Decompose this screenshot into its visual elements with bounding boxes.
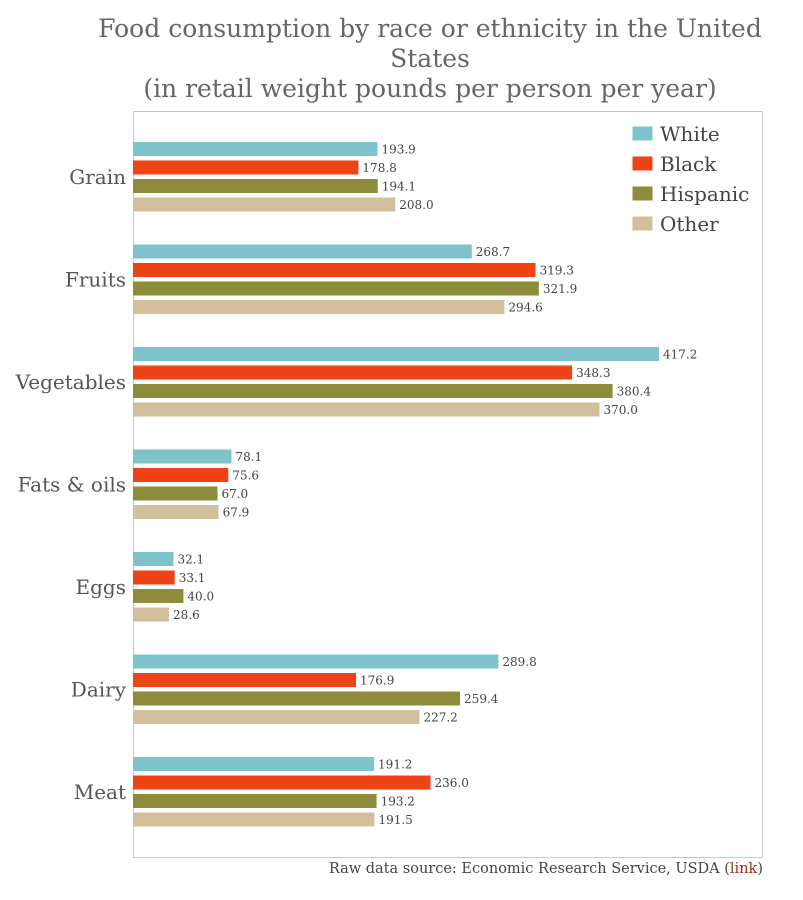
plot-frame [133, 111, 763, 858]
data-label: 40.0 [187, 590, 214, 604]
bar [133, 691, 461, 706]
source-link[interactable]: link [729, 861, 758, 877]
source-note: Raw data source: Economic Research Servi… [329, 861, 763, 877]
data-label: 78.1 [235, 450, 262, 464]
bar [133, 244, 472, 259]
data-label: 319.3 [540, 264, 574, 278]
bar [133, 179, 378, 193]
bar [133, 449, 232, 464]
bar [133, 281, 539, 296]
bar [133, 607, 170, 622]
legend-label: White [660, 122, 720, 146]
bar [133, 142, 378, 156]
data-label: 33.1 [179, 571, 206, 585]
data-label: 268.7 [476, 245, 510, 259]
data-label: 193.2 [381, 795, 415, 809]
data-label: 191.5 [378, 813, 412, 827]
data-label: 191.2 [378, 758, 412, 772]
data-label: 289.8 [502, 655, 536, 669]
legend-label: Black [660, 152, 717, 176]
legend-swatch [631, 155, 654, 172]
bar [133, 589, 184, 603]
data-label: 67.0 [221, 487, 248, 501]
bar [133, 673, 357, 687]
bar [133, 486, 218, 501]
title-line-2: States [390, 44, 470, 73]
data-label: 417.2 [663, 348, 697, 362]
bar [133, 710, 420, 724]
data-label: 370.0 [603, 403, 637, 417]
bar [133, 654, 499, 669]
category-label: Dairy [71, 677, 127, 701]
bar [133, 263, 536, 277]
bar [133, 552, 174, 566]
data-label: 193.9 [381, 143, 415, 157]
category-label: Vegetables [15, 370, 126, 394]
bar [133, 794, 377, 808]
bar [133, 347, 659, 361]
legend-label: Other [660, 212, 719, 236]
bar [133, 505, 219, 519]
legend-swatch [631, 125, 654, 142]
legend-swatch [631, 215, 654, 232]
bar [133, 402, 600, 417]
data-label: 194.1 [382, 180, 416, 194]
data-label: 236.0 [435, 776, 469, 790]
source-text: Raw data source: Economic Research Servi… [328, 861, 730, 877]
data-label: 28.6 [173, 608, 200, 622]
source-close: ) [757, 861, 763, 877]
data-label: 380.4 [617, 385, 652, 399]
data-label: 208.0 [399, 198, 433, 212]
data-label: 75.6 [232, 469, 259, 483]
category-label: Fats & oils [18, 472, 126, 496]
bar [133, 300, 505, 314]
data-label: 294.6 [508, 301, 542, 315]
data-label: 259.4 [464, 692, 499, 706]
data-label: 348.3 [576, 366, 610, 380]
bar [133, 384, 613, 398]
bar [133, 197, 396, 212]
bar [133, 757, 375, 771]
chart-title: Food consumption by race or ethnicity in… [0, 14, 803, 104]
title-line-3: (in retail weight pounds per person per … [143, 74, 717, 103]
category-label: Meat [74, 780, 126, 804]
bar [133, 365, 573, 380]
bar [133, 775, 431, 790]
category-label: Grain [69, 165, 126, 189]
bar [133, 812, 375, 827]
data-label: 178.8 [362, 161, 396, 175]
category-label: Eggs [76, 575, 126, 599]
legend-swatch [631, 185, 654, 202]
category-label: Fruits [65, 267, 126, 291]
title-line-1: Food consumption by race or ethnicity in… [98, 14, 762, 43]
bar [133, 570, 175, 585]
legend-label: Hispanic [660, 182, 749, 206]
data-label: 32.1 [177, 553, 204, 567]
data-label: 176.9 [360, 674, 394, 688]
data-label: 321.9 [543, 282, 577, 296]
data-label: 67.9 [223, 506, 250, 520]
bar [133, 160, 359, 175]
data-label: 227.2 [423, 711, 457, 725]
bar [133, 468, 229, 482]
